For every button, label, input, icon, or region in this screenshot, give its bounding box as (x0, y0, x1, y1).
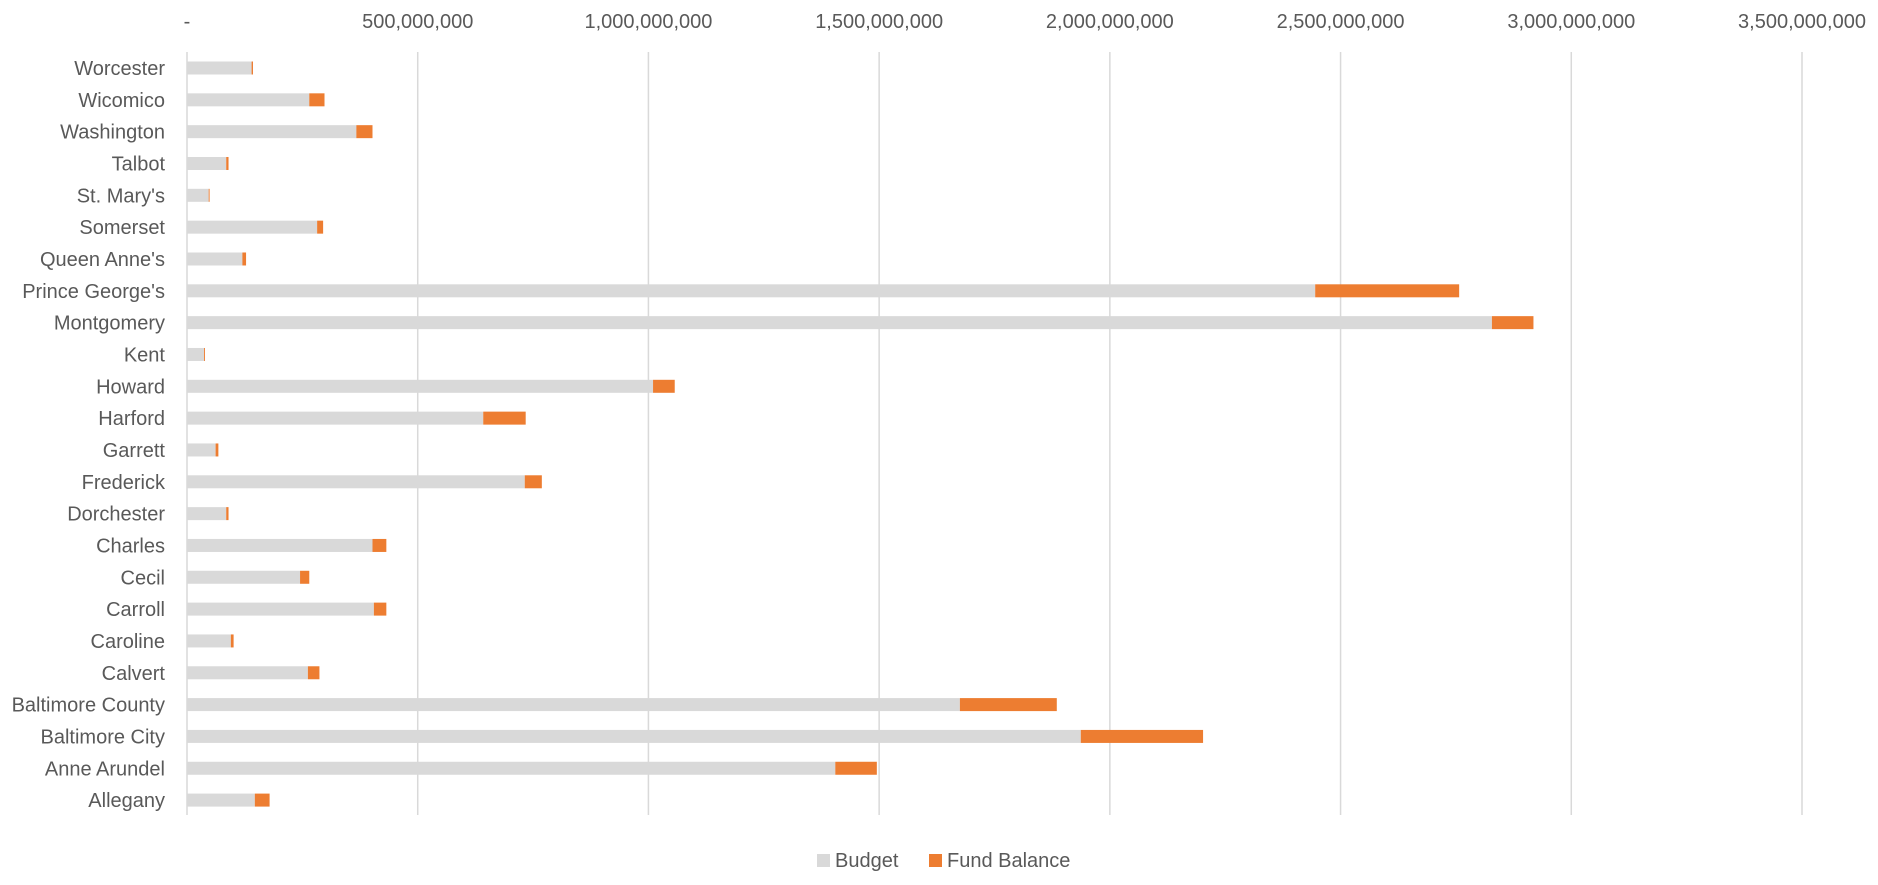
bar-budget (187, 729, 1081, 743)
bar-budget (187, 475, 525, 489)
bar-fund-balance (835, 761, 877, 775)
legend-label-fund-balance: Fund Balance (947, 850, 1070, 872)
bar-budget (187, 793, 255, 807)
category-label: Queen Anne's (40, 249, 165, 271)
category-label: Cecil (121, 567, 165, 589)
legend-swatch-fund-balance (929, 854, 942, 867)
bar-fund-balance (300, 570, 310, 584)
category-label: Frederick (82, 472, 166, 494)
bar-fund-balance (204, 347, 205, 361)
bar-fund-balance (309, 93, 325, 107)
category-label: Baltimore City (41, 726, 165, 748)
bar-budget (187, 570, 301, 584)
bar-fund-balance (251, 61, 253, 75)
bar-budget (187, 379, 654, 393)
x-tick-label: 3,000,000,000 (1507, 11, 1635, 33)
bar-fund-balance (373, 602, 387, 616)
bar-budget (187, 507, 227, 521)
bar-fund-balance (230, 634, 234, 648)
category-label: Washington (60, 122, 165, 144)
category-label: St. Mary's (77, 185, 165, 207)
bar-fund-balance (653, 379, 675, 393)
bar-budget (187, 156, 227, 170)
x-tick-label: 1,000,000,000 (584, 11, 712, 33)
bar-fund-balance (226, 156, 229, 170)
category-label: Charles (96, 535, 165, 557)
category-label: Howard (96, 376, 165, 398)
category-label: Calvert (102, 663, 166, 685)
category-label: Allegany (88, 790, 165, 812)
category-label: Dorchester (67, 504, 165, 526)
bar-budget (187, 602, 374, 616)
bar-budget (187, 284, 1316, 298)
bar-fund-balance (959, 698, 1057, 712)
category-label: Garrett (103, 440, 166, 462)
bar-fund-balance (372, 538, 387, 552)
bar-fund-balance (356, 125, 373, 139)
bar-budget (187, 666, 308, 680)
bar-fund-balance (317, 220, 324, 234)
category-label: Anne Arundel (45, 758, 165, 780)
category-label: Kent (124, 344, 166, 366)
bar-fund-balance (1080, 729, 1204, 743)
bar-fund-balance (307, 666, 320, 680)
category-label: Wicomico (78, 90, 165, 112)
bar-budget (187, 188, 209, 202)
bar-fund-balance (254, 793, 270, 807)
category-label: Prince George's (22, 281, 165, 303)
bar-budget (187, 634, 231, 648)
category-label: Caroline (91, 631, 165, 653)
bar-fund-balance (524, 475, 542, 489)
x-tick-label: 2,000,000,000 (1046, 11, 1174, 33)
bar-budget (187, 761, 836, 775)
bar-fund-balance (226, 507, 229, 521)
bar-budget (187, 347, 205, 361)
legend-label-budget: Budget (835, 850, 899, 872)
bar-fund-balance (208, 188, 210, 202)
category-label: Montgomery (54, 313, 165, 335)
category-label: Harford (98, 408, 165, 430)
category-label: Carroll (106, 599, 165, 621)
bar-fund-balance (215, 443, 219, 457)
bar-budget (187, 252, 243, 266)
bar-budget (187, 698, 960, 712)
category-label: Baltimore County (12, 695, 165, 717)
bar-budget (187, 125, 357, 139)
category-label: Worcester (74, 58, 165, 80)
x-tick-label: 1,500,000,000 (815, 11, 943, 33)
bar-budget (187, 220, 318, 234)
bar-budget (187, 93, 310, 107)
x-tick-label: 500,000,000 (362, 11, 473, 33)
bar-fund-balance (1315, 284, 1460, 298)
bar-budget (187, 443, 216, 457)
bar-budget (187, 316, 1492, 330)
x-tick-label: - (184, 11, 191, 33)
bar-fund-balance (483, 411, 526, 425)
bar-fund-balance (242, 252, 247, 266)
bar-budget (187, 538, 373, 552)
bar-budget (187, 411, 484, 425)
bar-fund-balance (1491, 316, 1534, 330)
legend-swatch-budget (817, 854, 830, 867)
category-label: Talbot (112, 153, 166, 175)
bar-budget (187, 61, 252, 75)
category-label: Somerset (79, 217, 165, 239)
x-tick-label: 3,500,000,000 (1738, 11, 1866, 33)
x-tick-label: 2,500,000,000 (1277, 11, 1405, 33)
